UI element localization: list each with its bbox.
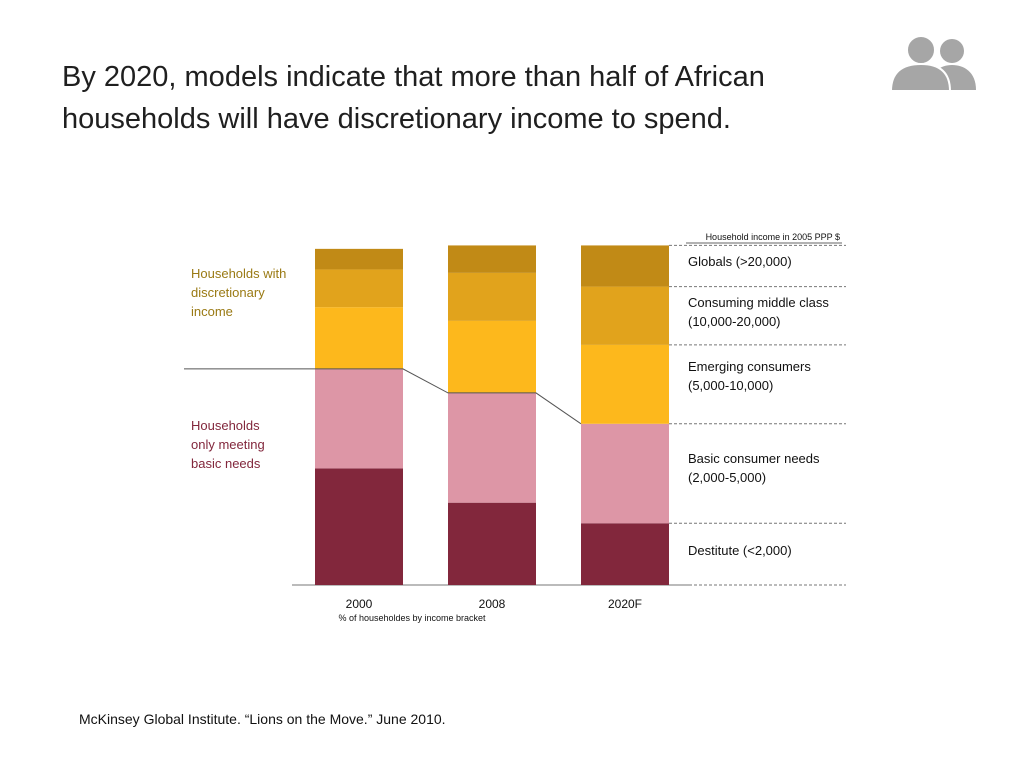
legend-label-4: Basic consumer needs xyxy=(688,451,820,466)
bar-segment-2000-2 xyxy=(315,368,403,469)
title-line-2: households will have discretionary incom… xyxy=(62,103,731,135)
source-citation: McKinsey Global Institute. “Lions on the… xyxy=(79,711,446,727)
bar-segment-2020f-4 xyxy=(581,286,669,345)
group-divider-line xyxy=(184,368,582,425)
group-label-1: discretionary xyxy=(191,285,265,300)
bar-segment-2020f-2 xyxy=(581,423,669,524)
legend-label-2: Consuming middle class xyxy=(688,295,829,310)
legend-label-3: Emerging consumers xyxy=(688,359,811,374)
legend-title: Household income in 2005 PPP $ xyxy=(706,232,840,242)
people-icon xyxy=(889,35,976,92)
bar-segment-2000-4 xyxy=(315,269,403,308)
group-label-1: Households with xyxy=(191,266,286,281)
title-line-1: By 2020, models indicate that more than … xyxy=(62,61,765,93)
bar-segment-2008-2 xyxy=(448,392,536,503)
x-axis-label: % of householdes by income bracket xyxy=(338,613,486,623)
x-tick-label: 2000 xyxy=(346,597,373,611)
group-label-2: basic needs xyxy=(191,456,261,471)
bar-segment-2008-4 xyxy=(448,272,536,321)
legend-label-1: Globals (>20,000) xyxy=(688,254,792,269)
bar-segment-2000-3 xyxy=(315,307,403,369)
bar-segment-2020f-5 xyxy=(581,245,669,287)
legend-label-4: (2,000-5,000) xyxy=(688,470,766,485)
x-tick-label: 2020F xyxy=(608,597,642,611)
bar-segment-2008-1 xyxy=(448,502,536,585)
group-label-1: income xyxy=(191,304,233,319)
legend-label-3: (5,000-10,000) xyxy=(688,378,773,393)
bar-segment-2000-5 xyxy=(315,248,403,270)
group-label-2: Households xyxy=(191,418,260,433)
bar-segment-2008-3 xyxy=(448,320,536,393)
bar-segment-2020f-3 xyxy=(581,344,669,424)
bar-segment-2008-5 xyxy=(448,245,536,273)
group-label-2: only meeting xyxy=(191,437,265,452)
bar-segment-2020f-1 xyxy=(581,523,669,585)
legend-label-2: (10,000-20,000) xyxy=(688,314,781,329)
slide-title: By 2020, models indicate that more than … xyxy=(62,56,862,140)
legend-label-5: Destitute (<2,000) xyxy=(688,543,792,558)
bar-segment-2000-1 xyxy=(315,468,403,585)
x-tick-label: 2008 xyxy=(479,597,506,611)
